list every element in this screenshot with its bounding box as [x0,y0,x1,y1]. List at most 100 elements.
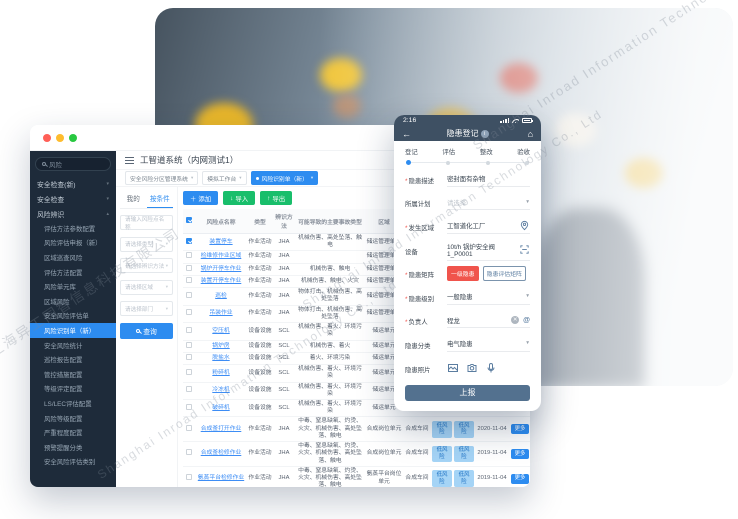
tab-chip[interactable]: 风险识别单（新） ▾ [250,171,319,185]
field-value[interactable]: 密封面有杂物 [447,174,530,187]
sidebar-search-input[interactable]: 风险 [35,157,111,171]
row-checkbox[interactable] [186,368,192,375]
field-value[interactable]: 一级隐患 隐患评估矩阵 [447,266,530,283]
risk-name-link[interactable]: 空压机 [212,327,230,334]
row-checkbox[interactable] [186,276,192,283]
sidebar-item[interactable]: 巡检报告配置 [44,357,83,365]
filter-select[interactable]: 请选择类型 ▾ [120,236,173,252]
contact-at-icon[interactable]: @ [523,316,530,324]
sidebar-item[interactable]: 等级评定配置 [44,386,83,394]
info-badge-icon[interactable]: i [480,129,489,138]
minimize-window-button[interactable] [56,133,64,142]
risk-name-link[interactable]: 巡检 [215,292,227,299]
row-checkbox[interactable] [186,353,192,360]
row-checkbox-cell [183,382,195,400]
tab-chip[interactable]: 模拟工作台 ▾ [202,171,247,185]
close-window-button[interactable] [43,133,51,142]
sidebar-item[interactable]: 安全风险评估类别 [44,459,96,467]
sidebar-item[interactable]: 预警提醒分类 [44,444,83,452]
filter-tab[interactable]: 我的 [126,196,140,203]
risk-name-link[interactable]: 装置停车 [209,238,233,245]
sidebar-item[interactable]: 风险评估申报（新） [44,240,102,248]
risk-name-link[interactable]: 氨蒸平台检修作业 [197,475,245,482]
sidebar-item[interactable]: 严重程度配置 [44,430,83,438]
tab-chip[interactable]: 安全风险分区管理系统 ▾ [125,171,199,185]
risk-name-link[interactable]: 粉碎机 [212,369,230,376]
sidebar-item[interactable]: 区域巡查风险 [44,254,83,262]
sidebar-item[interactable]: 安全风险统计 [44,342,83,350]
more-button[interactable]: 更多 [510,424,530,435]
query-button[interactable]: 查询 [120,322,173,339]
field-value[interactable]: 电气隐患 ▼ [447,339,530,352]
sidebar-item[interactable]: 风险等级配置 [44,415,83,423]
select-all-checkbox[interactable] [186,217,192,223]
filter-select[interactable]: 请选择部门 ▾ [120,301,173,316]
sidebar-item[interactable]: 区域风险 [44,298,70,306]
row-checkbox[interactable] [186,326,192,333]
back-icon[interactable]: ← [402,128,411,139]
row-checkbox[interactable] [186,449,192,456]
more-button[interactable]: 更多 [510,449,530,459]
field-value[interactable]: 工智道化工厂 [447,220,530,235]
row-checkbox-cell [183,263,195,276]
risk-name-link[interactable]: 脱盐水 [212,354,230,361]
more-button[interactable]: 更多 [510,473,530,484]
risk-name-link[interactable]: 锅炉房 [212,342,230,349]
image-add-icon[interactable] [447,362,459,374]
field-value[interactable]: 请选择 ▼ [447,197,530,211]
sidebar-item[interactable]: 风险识别单（新） [30,323,116,338]
export-button[interactable]: ↑ 导出 [260,191,293,205]
field-value[interactable]: 10t/h 锅炉安全阀1_P0001 [447,242,530,261]
risk-name-link[interactable]: 锅炉开停车作业 [200,265,242,272]
sidebar-item[interactable]: 安全风险评估单 [44,313,89,321]
row-checkbox[interactable] [186,341,192,348]
sidebar-item[interactable]: LS/LEC评估配置 [44,400,92,408]
sidebar-item[interactable]: 评估方法配置 [44,269,83,277]
field-text: 10t/h 锅炉安全阀1_P0001 [447,243,495,258]
row-checkbox[interactable] [186,424,192,431]
sidebar-group-风险辨识[interactable]: 风险辨识 ▴ [30,206,116,221]
hazard-grade-button[interactable]: 一级隐患 [447,266,479,282]
risk-name-link[interactable]: 冷冻机 [212,387,230,394]
filter-tab[interactable]: 按条件 [146,190,173,208]
row-checkbox[interactable] [186,264,192,271]
risk-name-link[interactable]: 合成釜打开作业 [200,425,242,432]
risk-name-link[interactable]: 破碎机 [212,404,230,411]
add-button[interactable]: ＋添加 [183,191,219,205]
scan-icon[interactable] [519,244,530,255]
risk-name-link[interactable]: 吊装作业 [209,310,233,317]
row-checkbox[interactable] [186,291,192,298]
filter-select[interactable]: 请选择区域 ▾ [120,279,173,295]
matrix-evaluate-button[interactable]: 隐患评估矩阵 [482,266,526,282]
sidebar-item[interactable]: 评估方法参数配置 [44,225,96,233]
sidebar-item[interactable]: 风险单元库 [44,284,76,292]
camera-add-icon[interactable] [466,362,478,374]
maximize-window-button[interactable] [69,133,77,142]
row-checkbox[interactable] [186,386,192,393]
row-checkbox[interactable] [186,237,192,244]
filter-select[interactable]: 请选择辨识方法 ▾ [120,258,173,273]
microphone-add-icon[interactable] [485,362,497,374]
filter-input[interactable]: 请输入风险点名称 [120,215,173,231]
submit-button[interactable]: 上报 [405,384,530,401]
import-button[interactable]: ↓ 导入 [223,191,256,205]
menu-icon[interactable] [125,156,134,164]
home-icon[interactable]: ⌂ [527,128,533,139]
risk-name-link[interactable]: 检维修作业区域 [200,253,242,260]
row-checkbox[interactable] [186,309,192,316]
risk-name-link[interactable]: 装置开停车作业 [200,277,242,284]
field-value[interactable]: 程龙 ✕ @ [447,315,530,329]
chevron-up-icon: ▴ [106,210,109,217]
field-value[interactable] [447,362,530,376]
risk-name-link[interactable]: 合成釜检修作业 [200,450,242,457]
row-checkbox[interactable] [186,474,192,481]
sidebar-group-安全检查(新)[interactable]: 安全检查(新) ▾ [30,176,116,191]
sidebar-group-安全检查[interactable]: 安全检查 ▾ [30,191,116,206]
row-checkbox[interactable] [186,252,192,259]
row-checkbox[interactable] [186,403,192,410]
field-value[interactable]: 一般隐患 ▼ [447,292,530,305]
row-checkbox-cell [183,364,195,383]
sidebar-item[interactable]: 管控措施配置 [44,371,83,379]
location-pin-icon[interactable] [519,220,530,231]
clear-icon[interactable]: ✕ [511,316,520,325]
